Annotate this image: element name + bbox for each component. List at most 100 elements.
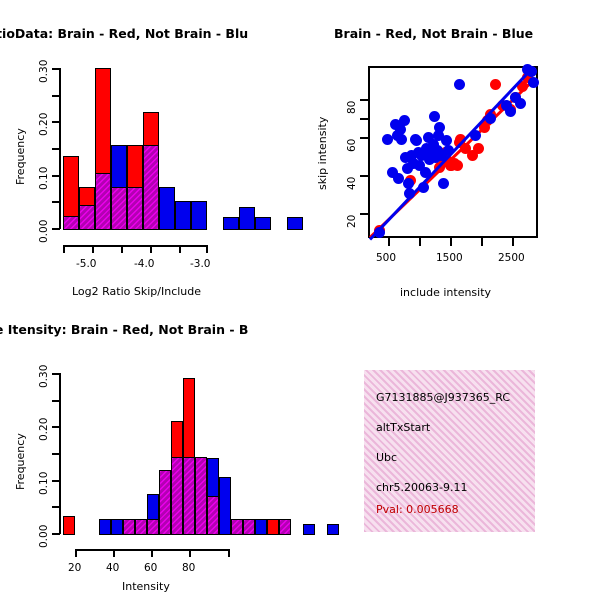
- scatter-x-tick-2500: [512, 238, 514, 246]
- scatter-y-ticklabel-2: 60: [346, 138, 358, 152]
- ratio-x-tick-50: [92, 245, 94, 253]
- intensity-x-ticklabel-3: 80: [182, 562, 196, 574]
- ratio-y-ticklabel-2: 0.20: [38, 112, 50, 136]
- scatter-point: [517, 81, 529, 93]
- scatter-point: [419, 167, 431, 179]
- ratio-x-tick-minor-2: [179, 245, 181, 253]
- scatter-point: [504, 105, 516, 117]
- intensity-x-tick-80: [189, 549, 191, 557]
- ratio-bar-blue-8: [175, 201, 191, 230]
- intensity-bar-overlap-7: [159, 470, 171, 535]
- ratio-y-axis: [59, 68, 61, 229]
- ratio-bar-blue-7: [159, 187, 175, 230]
- intensity-bar-blue-3: [111, 519, 123, 535]
- intensity-bar-blue-12: [219, 477, 231, 535]
- intensity-x-ticklabel-1: 40: [106, 562, 120, 574]
- scatter-title: Brain - Red, Not Brain - Blue: [334, 26, 534, 41]
- intensity-bar-overlap-4: [123, 519, 135, 535]
- intensity-bar-overlap-13: [231, 519, 243, 535]
- ratio-y-tick-0: [52, 228, 60, 230]
- scatter-point: [472, 142, 484, 154]
- info-event-type: altTxStart: [376, 421, 431, 434]
- scatter-x-tick-1500: [450, 238, 452, 246]
- ratio-bar-blue-9: [191, 201, 207, 230]
- intensity-bar-overlap-8: [171, 457, 183, 535]
- intensity-x-tick-20: [75, 549, 77, 557]
- intensity-bar-blue-18: [303, 524, 315, 535]
- ratio-bar-overlap-2: [79, 205, 95, 230]
- scatter-point: [424, 154, 436, 166]
- ratio-y-tick-005: [52, 201, 60, 203]
- scatter-point: [417, 182, 429, 194]
- intensity-x-tick-40: [113, 549, 115, 557]
- ratio-bar-blue-12: [255, 217, 271, 230]
- scatter-x-ticklabel-1: 1500: [436, 252, 463, 264]
- intensity-y-tick-020: [52, 426, 60, 428]
- scatter-point: [443, 144, 454, 156]
- scatter-point: [525, 66, 537, 78]
- scatter-point: [410, 135, 422, 147]
- intensity-x-ticklabel-2: 60: [144, 562, 158, 574]
- intensity-bar-red-1: [63, 516, 75, 535]
- intensity-bar-overlap-9: [183, 457, 195, 535]
- intensity-y-ticklabel-1: 0.10: [38, 471, 50, 495]
- scatter-point: [396, 133, 408, 145]
- ratio-histogram-title: RatioData: Brain - Red, Not Brain - Blu: [0, 26, 249, 41]
- ratio-x-tick-30: [206, 245, 208, 253]
- ratio-y-ticklabel-1: 0.10: [38, 166, 50, 190]
- scatter-point: [429, 111, 441, 123]
- intensity-bar-red-16: [267, 519, 279, 535]
- scatter-point: [392, 172, 404, 184]
- ratio-histogram-ylabel: Frequency: [14, 128, 27, 185]
- scatter-y-tick-60: [360, 137, 368, 139]
- scatter-x-ticklabel-2: 2500: [498, 252, 525, 264]
- info-probe-id: G7131885@J937365_RC: [376, 391, 511, 404]
- scatter-point: [434, 122, 446, 134]
- scatter-point: [415, 150, 427, 162]
- scatter-x-ticklabel-0: 500: [376, 252, 397, 264]
- scatter-point: [404, 187, 416, 199]
- scatter-y-tick-80: [360, 99, 368, 101]
- ratio-x-ticklabel-1: -4.0: [134, 258, 155, 270]
- ratio-x-ticklabel-0: -5.0: [76, 258, 97, 270]
- scatter-point: [451, 159, 463, 171]
- scatter-point: [394, 124, 406, 136]
- scatter-point: [430, 152, 442, 164]
- scatter-y-ticklabel-3: 80: [346, 100, 358, 114]
- intensity-bar-blue-2: [99, 519, 111, 535]
- intensity-x-tick-60: [151, 549, 153, 557]
- info-gene-name: Ubc: [376, 451, 398, 464]
- intensity-y-tick-015: [52, 453, 60, 455]
- scatter-y-ticklabel-0: 20: [346, 214, 358, 228]
- intensity-bar-overlap-6b: [147, 519, 159, 535]
- intensity-bar-blue-15: [255, 519, 267, 535]
- ratio-y-ticklabel-3: 0.30: [38, 59, 50, 83]
- ratio-x-tick-40: [150, 245, 152, 253]
- scatter-point: [509, 92, 521, 104]
- scatter-point: [427, 139, 439, 151]
- scatter-point: [413, 159, 425, 171]
- ratio-bar-overlap-6: [143, 145, 159, 230]
- ratio-bar-blue-10: [223, 217, 239, 230]
- ratio-y-ticklabel-0: 0.00: [38, 219, 50, 243]
- ratio-bar-overlap-5: [127, 187, 143, 230]
- scatter-point: [478, 122, 490, 134]
- scatter-point: [460, 142, 472, 154]
- ratio-y-tick-010: [52, 175, 60, 177]
- ratio-x-tick-minor-1: [121, 245, 123, 253]
- scatter-point: [402, 178, 414, 190]
- intensity-y-axis: [59, 373, 61, 534]
- intensity-histogram-ylabel: Frequency: [14, 433, 27, 490]
- scatter-xlabel: include intensity: [400, 286, 492, 299]
- intensity-y-tick-005: [52, 506, 60, 508]
- scatter-y-tick-70: [360, 118, 368, 120]
- scatter-point: [455, 133, 467, 145]
- scatter-point: [435, 150, 447, 162]
- scatter-point: [514, 98, 526, 110]
- ratio-x-ticklabel-2: -3.0: [190, 258, 211, 270]
- scatter-point: [433, 161, 445, 173]
- ratio-bar-overlap-1: [63, 216, 79, 230]
- ratio-y-tick-025: [52, 95, 60, 97]
- scatter-point: [500, 99, 512, 111]
- scatter-point: [431, 144, 443, 156]
